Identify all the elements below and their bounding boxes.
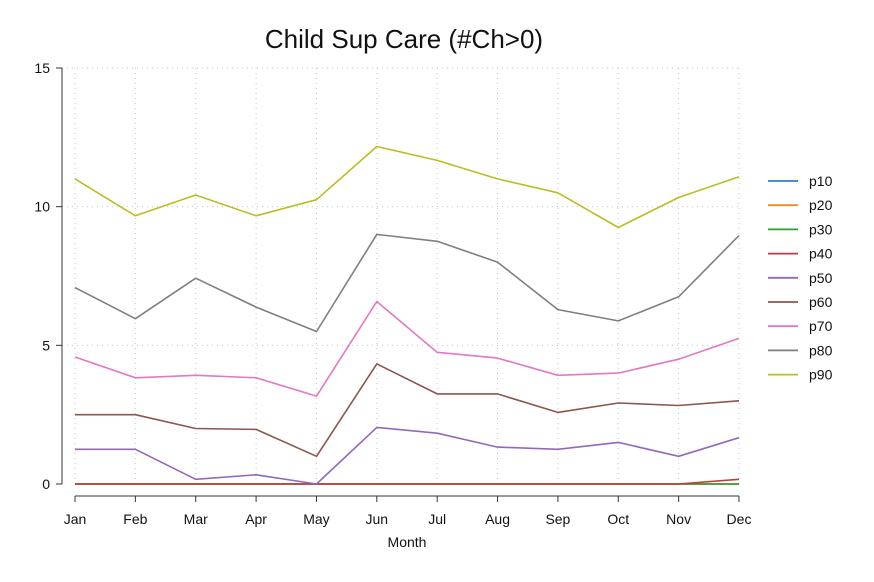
series-line-p60: [75, 363, 740, 458]
series-line-p40: [75, 478, 740, 485]
x-tick-label: Dec: [727, 511, 752, 527]
legend-label-p90: p90: [809, 367, 833, 383]
series-group: [74, 145, 740, 485]
series-line-p50: [75, 426, 740, 485]
x-tick-label: Jun: [366, 511, 389, 527]
series-line-p70: [74, 300, 740, 397]
chart-title: Child Sup Care (#Ch>0): [265, 24, 543, 54]
legend: p10 p20 p30 p40 p50 p60 p70 p80 p90: [768, 173, 833, 383]
series-line-p90: [74, 145, 740, 229]
x-tick-label: Apr: [245, 511, 267, 527]
legend-label-p30: p30: [809, 221, 833, 237]
legend-label-p50: p50: [809, 270, 833, 286]
x-tick-label: May: [303, 511, 329, 527]
x-tick-label: Feb: [123, 511, 147, 527]
legend-label-p40: p40: [809, 246, 833, 262]
series-line-p80: [74, 233, 740, 333]
y-tick-label: 10: [34, 199, 50, 215]
y-tick-label: 0: [42, 476, 50, 492]
x-tick-label: Mar: [184, 511, 208, 527]
axes: [61, 68, 739, 497]
x-tick-label: Jul: [428, 511, 446, 527]
x-tick-label: Oct: [607, 511, 629, 527]
legend-label-p10: p10: [809, 173, 833, 189]
x-axis-title: Month: [388, 534, 427, 550]
y-ticks: 0 5 10 15: [34, 60, 62, 492]
legend-label-p20: p20: [809, 197, 833, 213]
legend-label-p70: p70: [809, 318, 833, 334]
x-tick-label: Sep: [545, 511, 570, 527]
x-ticks: Jan Feb Mar Apr May Jun Jul Aug Sep Oct Nov Dec: [64, 496, 752, 527]
x-tick-label: Jan: [64, 511, 87, 527]
legend-label-p80: p80: [809, 342, 833, 358]
y-tick-label: 5: [42, 337, 50, 353]
x-tick-label: Nov: [666, 511, 691, 527]
y-tick-label: 15: [34, 60, 50, 76]
legend-label-p60: p60: [809, 294, 833, 310]
x-tick-label: Aug: [485, 511, 510, 527]
